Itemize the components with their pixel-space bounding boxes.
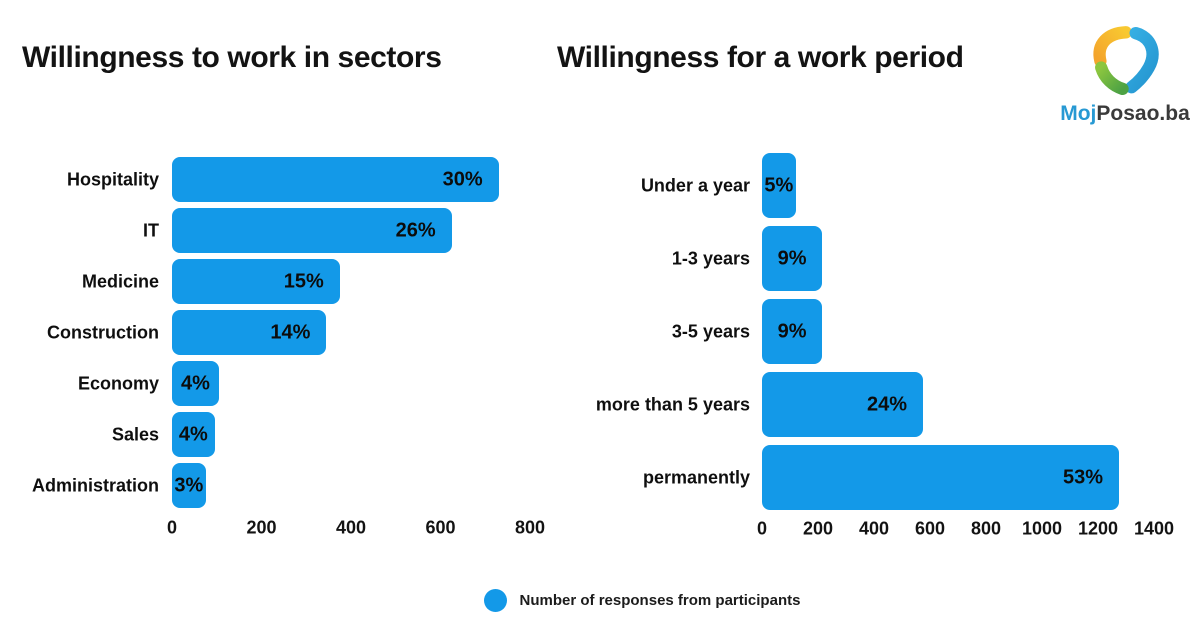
category-label: Under a year [640,175,750,195]
bar [172,463,206,508]
category-label: more than 5 years [595,394,750,414]
axis-tick: 800 [970,518,1002,539]
mojposao-logo-text: MojPosao.ba [1056,102,1194,126]
value-label: 3% [174,474,204,496]
mojposao-logo: MojPosao.ba [1056,20,1194,126]
bar [172,361,219,406]
category-label: IT [143,220,159,240]
logo-text-posao: Posao.ba [1096,102,1190,125]
axis-tick: 600 [914,518,946,539]
bar [762,372,923,437]
chart-legend: Number of responses from participants [42,589,1200,612]
axis-tick: 400 [858,518,890,539]
axis-tick: 0 [756,518,768,539]
category-label: 1-3 years [671,248,750,268]
axis-tick: 200 [246,517,277,538]
category-label: Medicine [81,271,159,291]
value-label: 9% [777,320,807,342]
bar [172,259,340,304]
value-label: 4% [181,372,210,394]
work-period-chart-title: Willingness for a work period [557,41,964,74]
value-label: 30% [442,168,483,190]
axis-tick: 1400 [1133,518,1175,539]
axis-tick: 0 [166,517,178,538]
category-label: Economy [77,373,159,393]
axis-tick: 200 [802,518,834,539]
mojposao-logo-icon [1093,26,1159,96]
category-label: Hospitality [66,169,159,189]
sector-bar-chart: Hospitality 30% IT 26% Medicine 15% Constructi… [20,135,565,555]
category-label: permanently [642,467,750,487]
axis-tick: 800 [514,517,546,538]
category-label: Sales [111,424,159,444]
bar [172,412,215,457]
logo-text-moj: Moj [1060,102,1097,125]
value-label: 9% [777,247,807,269]
value-label: 53% [1062,466,1103,488]
category-label: Construction [47,322,159,342]
bar [762,445,1119,510]
axis-tick: 600 [425,517,456,538]
bar [172,208,452,253]
legend-marker-blue-dot-icon [483,589,507,612]
value-label: 5% [764,174,794,196]
bar [762,153,796,218]
value-label: 4% [178,423,208,445]
sector-chart-title: Willingness to work in sectors [22,41,442,74]
value-label: 26% [395,219,436,241]
work-period-bar-chart: Under a year 5% 1-3 years 9% 3-5 years 9% more… [560,135,1192,555]
bar [762,226,823,291]
bar [762,299,823,364]
category-label: Administration [31,475,159,495]
legend-label: Number of responses from participants [519,592,801,609]
value-label: 24% [866,393,907,415]
category-label: 3-5 years [671,321,750,341]
axis-tick: 1200 [1077,518,1119,539]
bar [172,157,499,202]
value-label: 15% [283,270,324,292]
bar [172,310,327,355]
axis-tick: 400 [335,517,367,538]
axis-tick: 1000 [1021,518,1063,539]
value-label: 14% [270,321,311,343]
